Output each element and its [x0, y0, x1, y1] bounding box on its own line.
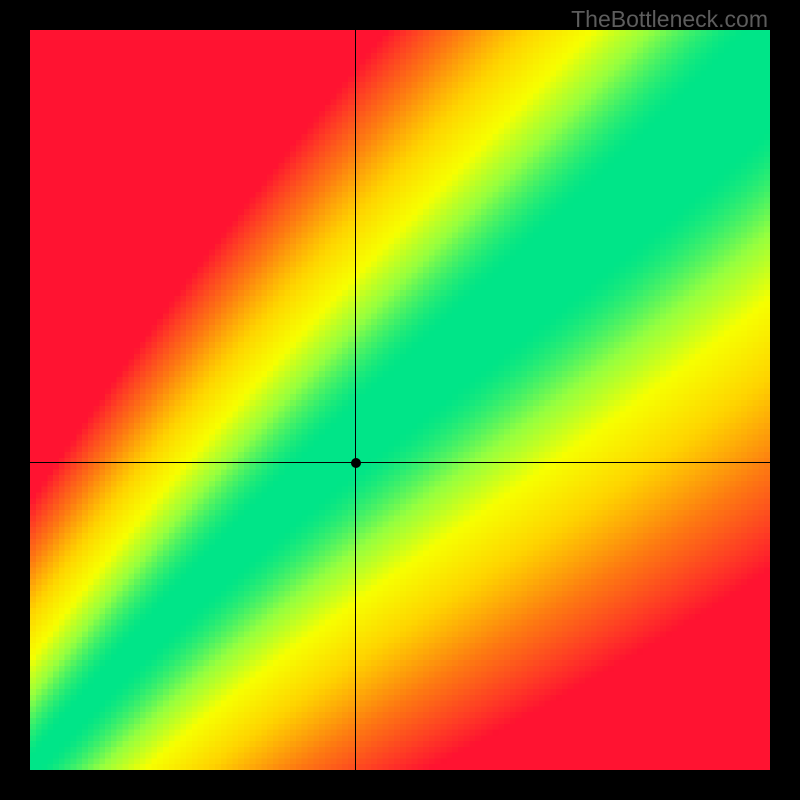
crosshair-horizontal: [30, 462, 770, 463]
watermark-text: TheBottleneck.com: [571, 6, 768, 33]
chart-frame: TheBottleneck.com: [0, 0, 800, 800]
crosshair-marker: [351, 458, 361, 468]
heatmap-canvas: [30, 30, 770, 770]
plot-area: [30, 30, 770, 770]
crosshair-vertical: [355, 30, 356, 770]
